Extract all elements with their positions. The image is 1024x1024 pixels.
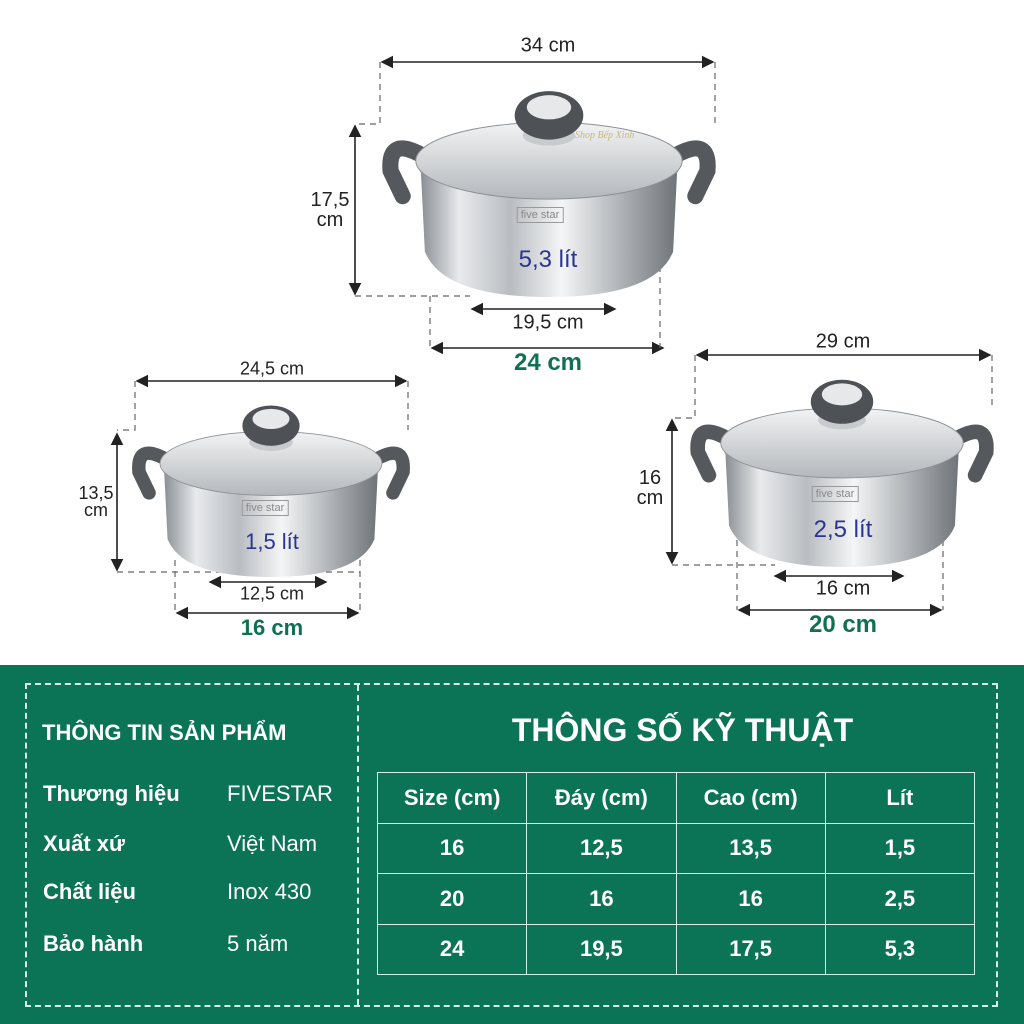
table-cell: 2,5 bbox=[824, 873, 976, 925]
info-row-warranty: Bảo hành 5 năm bbox=[43, 931, 289, 956]
info-row-brand: Thương hiệu FIVESTAR bbox=[43, 781, 333, 806]
specs-title: THÔNG SỐ KỸ THUẬT bbox=[511, 712, 854, 748]
divider bbox=[357, 685, 359, 1005]
info-row-material: Chất liệu Inox 430 bbox=[43, 879, 312, 904]
small-height-label: 13,5 cm bbox=[78, 483, 114, 520]
large-height-label: 17,5 cm bbox=[310, 189, 350, 231]
small-width-label: 24,5 cm bbox=[239, 358, 305, 379]
medium-base-label: 20 cm bbox=[808, 611, 878, 638]
brand-logo: five star bbox=[811, 486, 859, 502]
product-info-title: THÔNG TIN SẢN PHẨM bbox=[42, 720, 287, 745]
table-cell: Cao (cm) bbox=[675, 772, 826, 824]
table-cell: 13,5 bbox=[675, 822, 826, 874]
large-volume-label: 5,3 lít bbox=[518, 246, 578, 273]
large-base-label: 24 cm bbox=[513, 349, 583, 376]
table-cell: Size (cm) bbox=[376, 772, 528, 824]
large-bottom-label: 19,5 cm bbox=[512, 311, 584, 334]
table-cell: 20 bbox=[376, 873, 528, 925]
info-row-origin: Xuất xứ Việt Nam bbox=[43, 831, 318, 856]
table-row: 24 19,5 17,5 5,3 bbox=[376, 923, 976, 975]
table-header-row: Size (cm) Đáy (cm) Cao (cm) Lít bbox=[376, 772, 976, 824]
small-volume-label: 1,5 lít bbox=[245, 529, 299, 554]
brand-logo: five star bbox=[516, 207, 564, 223]
table-cell: 19,5 bbox=[526, 923, 677, 975]
medium-width-label: 29 cm bbox=[815, 330, 871, 353]
table-cell: 17,5 bbox=[675, 923, 826, 975]
small-base-label: 16 cm bbox=[240, 615, 304, 640]
specs-table: Size (cm) Đáy (cm) Cao (cm) Lít 16 12,5 13,5 1… bbox=[376, 772, 976, 975]
table-cell: 12,5 bbox=[526, 822, 677, 874]
table-cell: 24 bbox=[376, 923, 528, 975]
table-cell: 16 bbox=[675, 873, 826, 925]
table-row: 20 16 16 2,5 bbox=[376, 873, 976, 925]
table-cell: 5,3 bbox=[824, 923, 976, 975]
table-cell: 1,5 bbox=[824, 822, 976, 874]
table-cell: 16 bbox=[376, 822, 528, 874]
info-panel: THÔNG TIN SẢN PHẨM Thương hiệu FIVESTAR X… bbox=[0, 665, 1024, 1024]
watermark: Shop Bếp Xinh bbox=[575, 130, 635, 141]
table-cell: 16 bbox=[526, 873, 677, 925]
table-row: 16 12,5 13,5 1,5 bbox=[376, 822, 976, 874]
table-cell: Lít bbox=[824, 772, 976, 824]
dashed-frame bbox=[25, 683, 998, 1007]
medium-volume-label: 2,5 lít bbox=[813, 516, 873, 543]
large-width-label: 34 cm bbox=[520, 34, 576, 57]
brand-logo: five star bbox=[241, 500, 289, 516]
table-cell: Đáy (cm) bbox=[526, 772, 677, 824]
medium-bottom-label: 16 cm bbox=[815, 577, 871, 600]
medium-height-label: 16 cm bbox=[636, 467, 664, 509]
small-bottom-label: 12,5 cm bbox=[239, 583, 305, 604]
